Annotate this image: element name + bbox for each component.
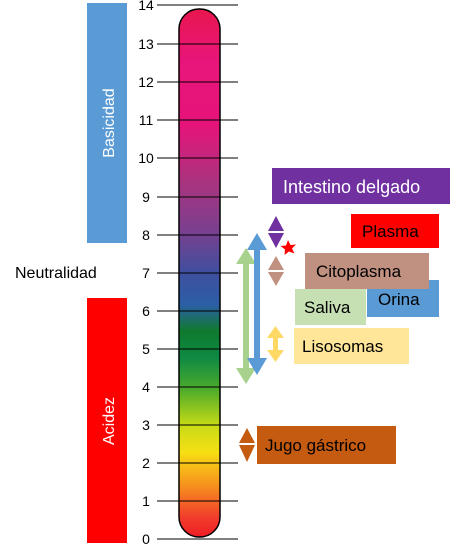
neutrality-label: Neutralidad xyxy=(15,265,97,282)
acidity-bar xyxy=(87,298,127,543)
tick-label-5: 5 xyxy=(142,341,150,357)
tick-label-12: 12 xyxy=(138,74,154,90)
intestine-range-arrow xyxy=(268,216,284,248)
tick-label-7: 7 xyxy=(142,265,150,281)
intestine-box xyxy=(272,168,450,204)
tick-label-8: 8 xyxy=(142,227,150,243)
tick-label-11: 11 xyxy=(139,112,154,128)
tick-label-3: 3 xyxy=(142,417,150,433)
tick-label-13: 13 xyxy=(138,36,154,52)
lysosomes-label: Lisosomas xyxy=(302,337,383,356)
saliva-range-arrow xyxy=(236,248,256,384)
plasma-star-icon xyxy=(280,240,296,255)
tick-label-2: 2 xyxy=(142,455,150,471)
tick-label-0: 0 xyxy=(142,531,150,547)
cytoplasm-range-arrow xyxy=(268,256,284,286)
lysosomes-box xyxy=(294,328,409,364)
gastric-label: Jugo gástrico xyxy=(265,436,366,455)
basicity-bar xyxy=(87,3,127,243)
gastric-box xyxy=(257,426,396,464)
tick-label-6: 6 xyxy=(142,303,150,319)
saliva-label: Saliva xyxy=(304,298,351,317)
cytoplasm-label: Citoplasma xyxy=(316,262,402,281)
acidity-label: Acidez xyxy=(101,397,118,445)
saliva-box xyxy=(295,289,366,325)
plasma-label: Plasma xyxy=(362,222,419,241)
plasma-box xyxy=(351,214,439,248)
tick-label-9: 9 xyxy=(142,189,150,205)
tick-label-10: 10 xyxy=(138,150,154,166)
lysosomes-range-arrow xyxy=(267,326,284,362)
cytoplasm-box xyxy=(305,253,429,289)
urine-range-arrow xyxy=(247,233,267,375)
tick-label-4: 4 xyxy=(142,379,150,395)
gastric-range-arrow xyxy=(239,428,255,462)
urine-label: Orina xyxy=(378,290,420,309)
basicity-label: Basicidad xyxy=(101,88,118,157)
tick-label-14: 14 xyxy=(138,0,154,13)
tick-label-1: 1 xyxy=(142,493,150,509)
intestine-label: Intestino delgado xyxy=(283,177,420,197)
